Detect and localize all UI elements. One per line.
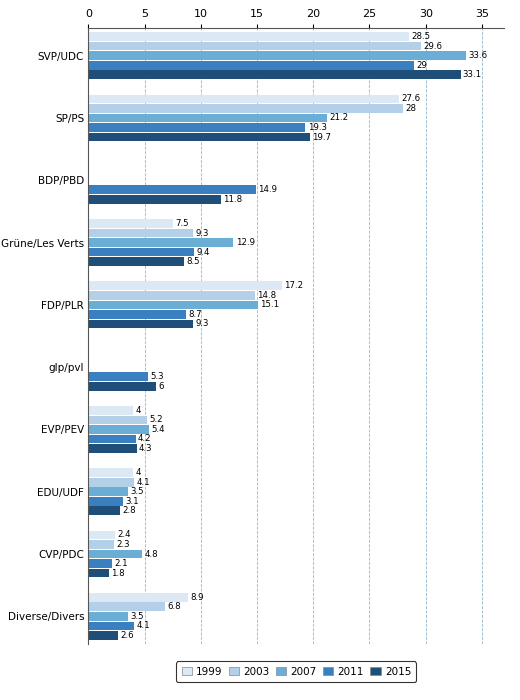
Bar xyxy=(88,593,188,601)
Bar xyxy=(88,51,466,60)
Text: 5.4: 5.4 xyxy=(151,425,165,434)
Bar xyxy=(88,258,184,266)
Bar xyxy=(88,32,409,41)
Text: 5.2: 5.2 xyxy=(149,415,163,424)
Text: 3.5: 3.5 xyxy=(130,612,144,621)
Text: 9.4: 9.4 xyxy=(197,248,210,257)
Bar xyxy=(88,229,193,237)
Text: 19.3: 19.3 xyxy=(308,123,327,132)
Text: 29.6: 29.6 xyxy=(423,42,443,50)
Bar xyxy=(88,123,305,132)
Bar xyxy=(88,186,256,194)
Text: 19.7: 19.7 xyxy=(312,132,331,141)
Text: 14.9: 14.9 xyxy=(258,186,277,195)
Text: 4: 4 xyxy=(136,468,141,477)
Bar xyxy=(88,71,461,79)
Text: 6.8: 6.8 xyxy=(167,602,181,611)
Bar xyxy=(88,603,165,611)
Text: 11.8: 11.8 xyxy=(223,195,242,204)
Text: 2.4: 2.4 xyxy=(118,531,131,540)
Text: 4: 4 xyxy=(136,406,141,415)
Bar xyxy=(88,94,399,104)
Bar xyxy=(88,568,109,578)
Text: 6: 6 xyxy=(158,382,164,391)
Bar xyxy=(88,300,258,309)
Text: 12.9: 12.9 xyxy=(236,238,255,247)
Text: 5.3: 5.3 xyxy=(150,372,164,382)
Bar xyxy=(88,320,193,328)
Text: 2.1: 2.1 xyxy=(114,559,128,568)
Text: 3.5: 3.5 xyxy=(130,487,144,496)
Text: 4.8: 4.8 xyxy=(145,550,158,559)
Text: 28: 28 xyxy=(406,104,417,113)
Bar xyxy=(88,478,135,486)
Text: 2.6: 2.6 xyxy=(120,631,134,640)
Text: 2.3: 2.3 xyxy=(116,540,130,549)
Legend: 1999, 2003, 2007, 2011, 2015: 1999, 2003, 2007, 2011, 2015 xyxy=(176,662,417,682)
Bar xyxy=(88,612,128,621)
Bar xyxy=(88,506,120,515)
Bar xyxy=(88,382,156,391)
Bar xyxy=(88,497,123,505)
Text: 3.1: 3.1 xyxy=(125,497,139,505)
Text: 8.9: 8.9 xyxy=(191,593,204,602)
Bar xyxy=(88,550,142,559)
Bar xyxy=(88,631,118,640)
Bar xyxy=(88,487,128,496)
Bar xyxy=(88,195,221,204)
Text: 4.2: 4.2 xyxy=(138,435,151,444)
Bar xyxy=(88,248,194,256)
Text: 17.2: 17.2 xyxy=(284,281,303,290)
Text: 7.5: 7.5 xyxy=(175,219,189,228)
Bar xyxy=(88,416,147,424)
Text: 15.1: 15.1 xyxy=(261,300,280,309)
Text: 9.3: 9.3 xyxy=(195,319,209,328)
Bar xyxy=(88,531,115,539)
Text: 2.8: 2.8 xyxy=(122,506,136,515)
Text: 4.3: 4.3 xyxy=(139,444,152,453)
Bar xyxy=(88,444,137,453)
Text: 14.8: 14.8 xyxy=(257,290,276,300)
Bar xyxy=(88,238,233,247)
Text: 29: 29 xyxy=(417,61,427,70)
Text: 8.7: 8.7 xyxy=(188,310,202,319)
Bar xyxy=(88,42,421,50)
Bar xyxy=(88,133,310,141)
Bar xyxy=(88,281,282,290)
Bar xyxy=(88,219,173,228)
Bar xyxy=(88,622,135,630)
Bar xyxy=(88,291,255,300)
Text: 8.5: 8.5 xyxy=(186,257,200,266)
Bar xyxy=(88,540,114,549)
Bar xyxy=(88,468,133,477)
Text: 1.8: 1.8 xyxy=(111,568,124,578)
Bar xyxy=(88,406,133,414)
Text: 9.3: 9.3 xyxy=(195,228,209,237)
Text: 4.1: 4.1 xyxy=(137,477,150,486)
Text: 27.6: 27.6 xyxy=(401,94,420,104)
Text: 33.1: 33.1 xyxy=(463,70,482,79)
Bar xyxy=(88,113,327,122)
Text: 33.6: 33.6 xyxy=(469,51,488,60)
Bar xyxy=(88,61,414,69)
Bar xyxy=(88,435,136,443)
Bar xyxy=(88,425,149,434)
Text: 21.2: 21.2 xyxy=(329,113,348,122)
Bar xyxy=(88,559,112,568)
Text: 28.5: 28.5 xyxy=(411,32,430,41)
Bar xyxy=(88,104,403,113)
Text: 4.1: 4.1 xyxy=(137,622,150,630)
Bar xyxy=(88,372,148,381)
Bar xyxy=(88,310,186,319)
